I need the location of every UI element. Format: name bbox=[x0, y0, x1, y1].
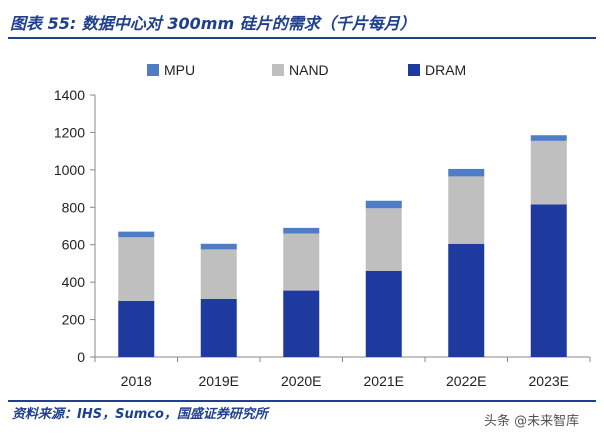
legend-swatch-nand bbox=[272, 64, 284, 76]
bar-mpu-2018 bbox=[118, 231, 155, 238]
legend-label-nand: NAND bbox=[289, 62, 329, 78]
y-tick-label: 1200 bbox=[54, 124, 85, 140]
stacked-bar-chart: MPU NAND DRAM 0 200 400 600 800 1000 1200 1400 20… bbox=[54, 62, 591, 389]
bar-nand-2018 bbox=[118, 237, 155, 301]
y-tick-label: 1400 bbox=[54, 87, 85, 103]
bar-nand-2019e bbox=[200, 249, 237, 299]
x-tick-label: 2019E bbox=[199, 373, 239, 389]
bar-dram-2021e bbox=[365, 270, 402, 357]
chart-legend: MPU NAND DRAM bbox=[147, 62, 466, 78]
bar-mpu-2023e bbox=[530, 135, 567, 141]
legend-swatch-dram bbox=[408, 64, 420, 76]
x-tick-label: 2021E bbox=[364, 373, 404, 389]
bar-mpu-2019e bbox=[200, 243, 237, 250]
watermark: 头条 @未来智库 bbox=[484, 414, 580, 429]
bar-group bbox=[118, 135, 567, 357]
bar-mpu-2020e bbox=[283, 227, 320, 234]
bar-nand-2020e bbox=[283, 233, 320, 291]
bar-dram-2018 bbox=[118, 300, 155, 357]
legend-swatch-mpu bbox=[147, 64, 159, 76]
bar-nand-2022e bbox=[448, 176, 485, 244]
y-tick-label: 800 bbox=[62, 199, 86, 215]
title-divider bbox=[8, 37, 596, 39]
bar-dram-2022e bbox=[448, 243, 485, 357]
bar-mpu-2022e bbox=[448, 168, 485, 177]
x-tick-label: 2018 bbox=[121, 373, 152, 389]
y-tick-label: 400 bbox=[62, 274, 86, 290]
y-axis: 0 200 400 600 800 1000 1200 1400 bbox=[54, 87, 96, 365]
bar-dram-2019e bbox=[200, 298, 237, 357]
x-tick-label: 2022E bbox=[446, 373, 486, 389]
x-tick-label: 2020E bbox=[281, 373, 321, 389]
y-tick-label: 1000 bbox=[54, 162, 85, 178]
x-axis: 2018 2019E 2020E 2021E 2022E 2023E bbox=[94, 356, 591, 389]
x-tick-label: 2023E bbox=[529, 373, 569, 389]
source-divider bbox=[8, 400, 596, 402]
legend-label-mpu: MPU bbox=[164, 62, 195, 78]
source-note: 资料来源：IHS，Sumco，国盛证券研究所 bbox=[12, 407, 268, 422]
bar-nand-2023e bbox=[530, 140, 567, 205]
figure-title: 图表 55: 数据中心对 300mm 硅片的需求（千片每月） bbox=[10, 14, 416, 33]
y-tick-label: 600 bbox=[62, 237, 86, 253]
bar-dram-2020e bbox=[283, 290, 320, 357]
bar-mpu-2021e bbox=[365, 200, 402, 209]
y-tick-label: 200 bbox=[62, 312, 86, 328]
bar-nand-2021e bbox=[365, 208, 402, 271]
bar-dram-2023e bbox=[530, 204, 567, 357]
legend-label-dram: DRAM bbox=[425, 62, 466, 78]
y-tick-label: 0 bbox=[77, 349, 85, 365]
